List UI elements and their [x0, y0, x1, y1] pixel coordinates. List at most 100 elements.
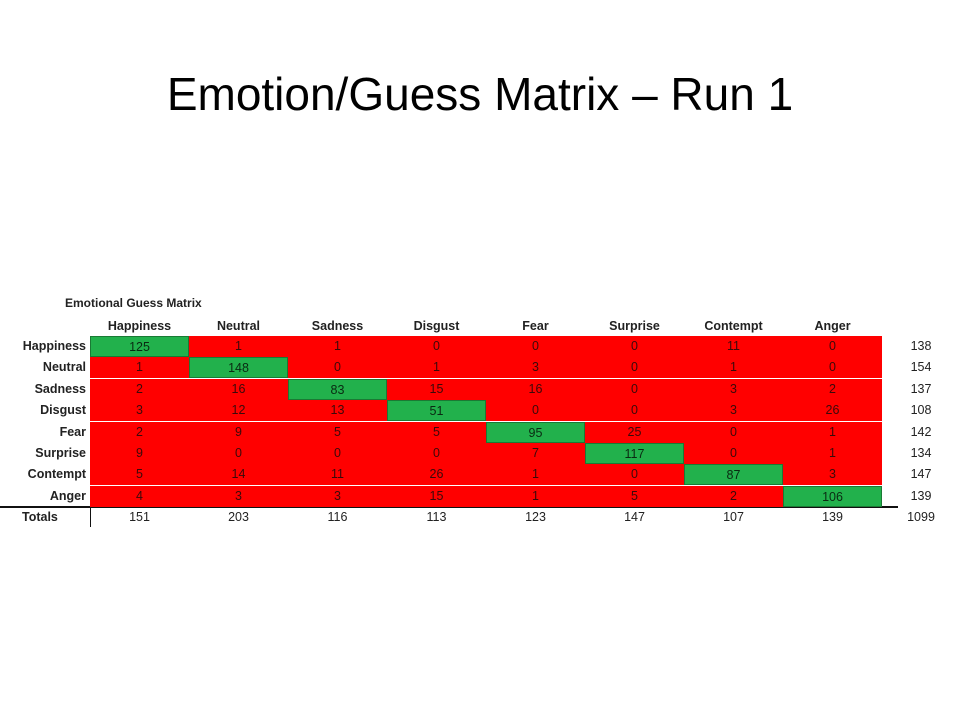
matrix-cell-incorrect: 3 — [783, 464, 882, 486]
row-header: Neutral — [42, 360, 86, 375]
column-total: 203 — [228, 510, 249, 524]
column-total: 151 — [129, 510, 150, 524]
matrix-cell-incorrect: 1 — [486, 485, 585, 507]
column-header: Neutral — [216, 319, 261, 333]
matrix-cell-incorrect: 1 — [783, 443, 882, 464]
row-header: Surprise — [35, 446, 86, 460]
matrix-cell-incorrect: 1 — [288, 336, 387, 357]
matrix-cell-incorrect: 11 — [684, 336, 783, 357]
matrix-cell-incorrect: 1 — [783, 421, 882, 443]
matrix-cell-incorrect: 3 — [684, 378, 783, 400]
matrix-cell-incorrect: 0 — [585, 400, 684, 422]
matrix-cell-incorrect: 13 — [288, 400, 387, 422]
row-header: Happiness — [22, 339, 86, 353]
matrix-cell-incorrect: 1 — [684, 357, 783, 379]
totals-label: Totals — [22, 510, 58, 524]
matrix-cell-incorrect: 1 — [189, 336, 288, 357]
column-total: 116 — [327, 510, 348, 524]
matrix-cell-incorrect: 0 — [684, 421, 783, 443]
matrix-cell-incorrect: 0 — [783, 357, 882, 379]
row-header: Fear — [59, 424, 86, 439]
row-header: Contempt — [27, 467, 86, 482]
matrix-cell-incorrect: 1 — [387, 357, 486, 379]
matrix-cell-incorrect: 0 — [189, 443, 288, 464]
matrix-cell-incorrect: 3 — [288, 485, 387, 507]
column-total: 147 — [624, 510, 645, 524]
matrix-cell-incorrect: 0 — [684, 443, 783, 464]
matrix-cell-incorrect: 7 — [486, 443, 585, 464]
row-header: Anger — [49, 488, 86, 503]
matrix-cell-incorrect: 3 — [684, 400, 783, 422]
column-total: 107 — [723, 510, 744, 524]
matrix-cell-incorrect: 4 — [90, 485, 189, 507]
column-header: Fear — [522, 319, 549, 333]
matrix-cell-incorrect: 15 — [387, 485, 486, 507]
matrix-cell-incorrect: 26 — [387, 464, 486, 486]
matrix-cell-incorrect: 2 — [90, 421, 189, 443]
row-total: 108 — [910, 403, 932, 418]
row-total: 138 — [910, 339, 932, 353]
row-header: Disgust — [40, 403, 86, 418]
matrix-cell-incorrect: 5 — [585, 485, 684, 507]
matrix-cell-incorrect: 16 — [486, 378, 585, 400]
matrix-cell-incorrect: 16 — [189, 378, 288, 400]
matrix-cell-incorrect: 0 — [288, 443, 387, 464]
row-total: 134 — [910, 446, 932, 460]
matrix-cell-incorrect: 1 — [90, 357, 189, 379]
matrix-cell-incorrect: 26 — [783, 400, 882, 422]
matrix-cell-incorrect: 12 — [189, 400, 288, 422]
matrix-cell-incorrect: 0 — [486, 336, 585, 357]
column-header: Disgust — [413, 319, 460, 333]
matrix-cell-correct: 117 — [585, 443, 684, 464]
row-header: Sadness — [34, 381, 86, 396]
matrix-cell-correct: 87 — [684, 464, 783, 486]
matrix-cell-incorrect: 3 — [90, 400, 189, 422]
row-total: 142 — [910, 424, 932, 439]
slide-title: Emotion/Guess Matrix – Run 1 — [166, 68, 794, 120]
matrix-cell-incorrect: 3 — [486, 357, 585, 379]
matrix-cell-incorrect: 14 — [189, 464, 288, 486]
matrix-cell-incorrect: 5 — [387, 421, 486, 443]
totals-label-divider — [90, 506, 91, 527]
column-total: 139 — [822, 510, 843, 524]
column-header: Surprise — [609, 319, 660, 333]
matrix-cell-incorrect: 11 — [288, 464, 387, 486]
matrix-cell-incorrect: 9 — [90, 443, 189, 464]
row-total: 139 — [910, 488, 932, 503]
totals-divider — [0, 506, 898, 508]
matrix-cell-correct: 83 — [288, 378, 387, 400]
matrix-cell-incorrect: 9 — [189, 421, 288, 443]
matrix-cell-incorrect: 25 — [585, 421, 684, 443]
matrix-cell-incorrect: 0 — [783, 336, 882, 357]
matrix-cell-incorrect: 5 — [288, 421, 387, 443]
row-total: 154 — [910, 360, 932, 375]
matrix-cell-incorrect: 2 — [90, 378, 189, 400]
column-header: Contempt — [704, 319, 763, 333]
matrix-cell-incorrect: 3 — [189, 485, 288, 507]
matrix-cell-correct: 95 — [486, 421, 585, 443]
matrix-cell-incorrect: 0 — [585, 464, 684, 486]
column-header: Sadness — [311, 319, 364, 333]
row-total: 137 — [910, 381, 932, 396]
matrix-cell-incorrect: 2 — [783, 378, 882, 400]
matrix-cell-incorrect: 0 — [585, 357, 684, 379]
grand-total: 1099 — [907, 510, 935, 524]
matrix-cell-correct: 51 — [387, 400, 486, 422]
matrix-cell-correct: 125 — [90, 336, 189, 357]
matrix-cell-incorrect: 1 — [486, 464, 585, 486]
column-total: 123 — [525, 510, 546, 524]
matrix-cell-incorrect: 5 — [90, 464, 189, 486]
matrix-cell-incorrect: 0 — [585, 336, 684, 357]
matrix-cell-incorrect: 0 — [387, 336, 486, 357]
matrix-cell-incorrect: 0 — [585, 378, 684, 400]
row-total: 147 — [910, 467, 932, 482]
matrix-cell-incorrect: 0 — [387, 443, 486, 464]
matrix-cell-incorrect: 0 — [288, 357, 387, 379]
matrix-cell-incorrect: 15 — [387, 378, 486, 400]
column-header: Happiness — [107, 319, 172, 333]
column-total: 113 — [426, 510, 447, 524]
matrix-cell-correct: 106 — [783, 485, 882, 507]
matrix-title: Emotional Guess Matrix — [65, 296, 202, 310]
column-header: Anger — [814, 319, 851, 333]
